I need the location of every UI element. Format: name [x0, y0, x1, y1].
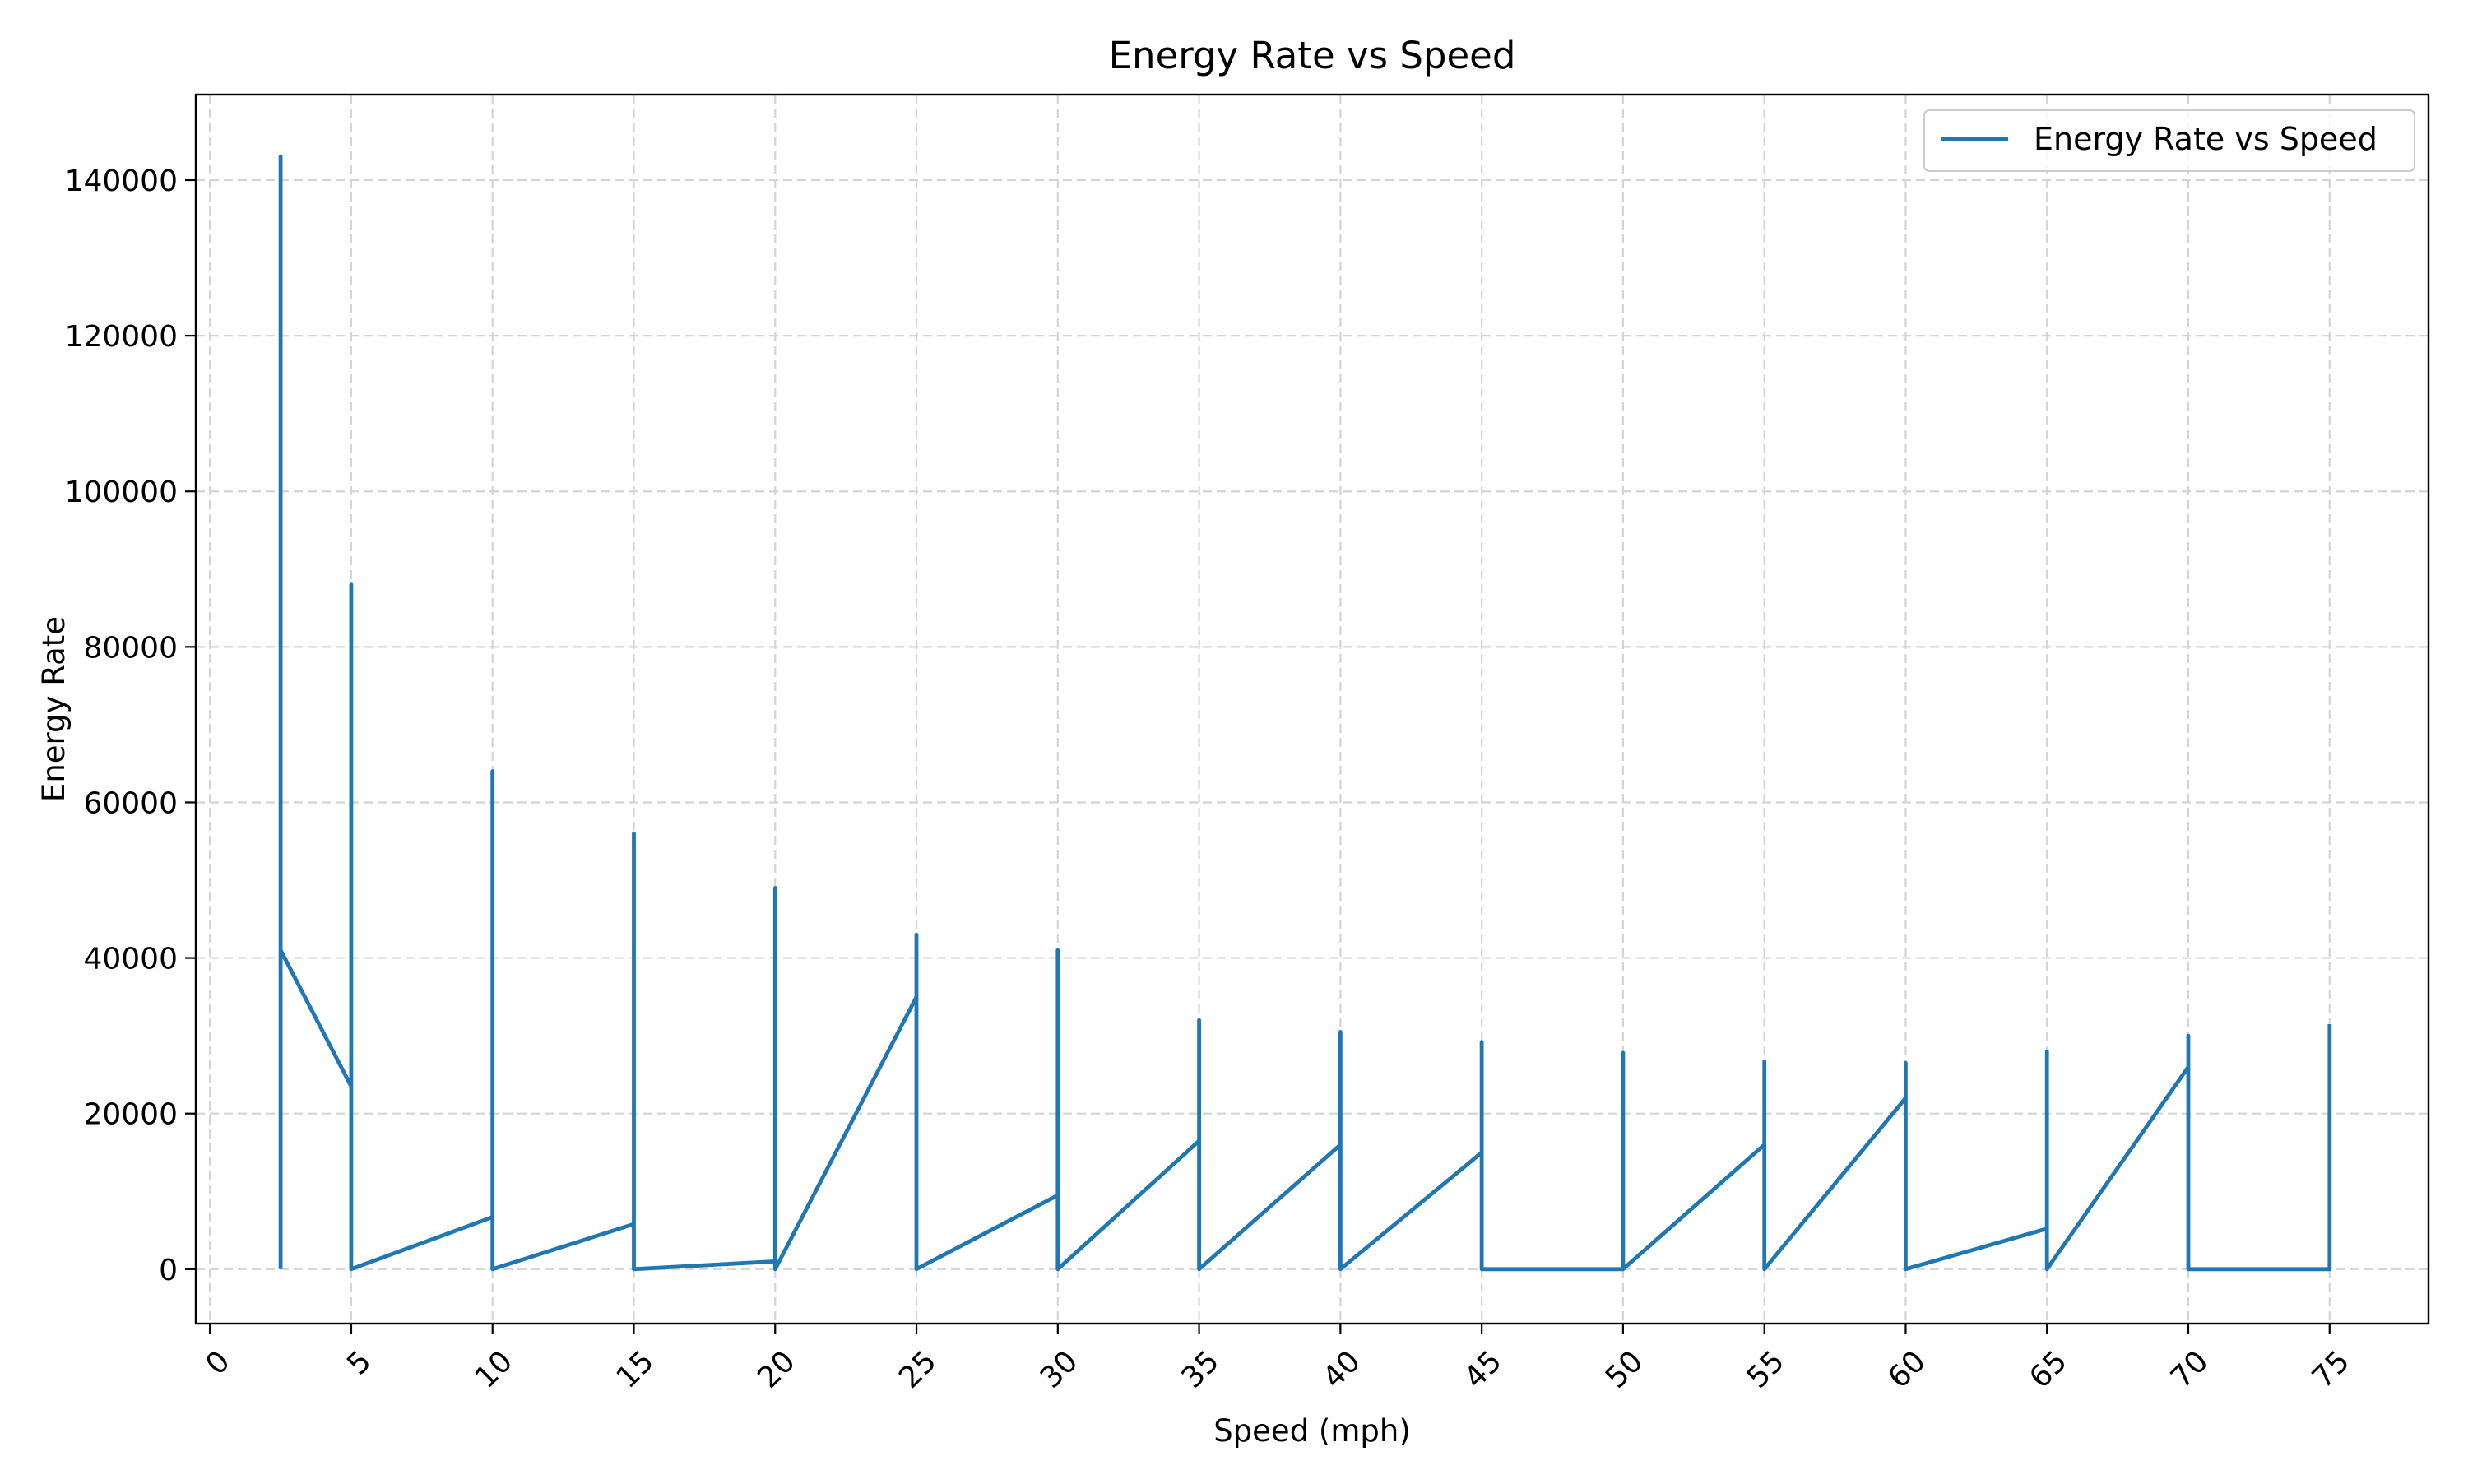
y-tick-label: 0 [159, 1254, 178, 1287]
y-tick-label: 140000 [65, 165, 178, 198]
y-tick-label: 100000 [65, 475, 178, 509]
y-tick-label: 120000 [65, 320, 178, 354]
x-tick-label: 60 [1882, 1344, 1932, 1394]
x-tick-label: 5 [341, 1344, 378, 1381]
legend-box [1923, 109, 2415, 172]
y-tick-label: 20000 [83, 1098, 178, 1132]
x-tick-label: 65 [2023, 1344, 2073, 1394]
x-tick-label: 55 [1741, 1344, 1791, 1394]
x-tick-label: 20 [751, 1344, 801, 1394]
y-tick-label: 80000 [83, 631, 178, 665]
x-tick-label: 40 [1316, 1344, 1366, 1394]
x-tick-label: 50 [1599, 1344, 1649, 1394]
x-tick-label: 0 [199, 1344, 236, 1381]
chart-title: Energy Rate vs Speed [1109, 34, 1516, 77]
x-tick-label: 45 [1458, 1344, 1508, 1394]
tick-layer: 0 5 10 15 20 25 30 35 40 45 50 55 60 65 70 75 0 20000 4000… [65, 165, 2357, 1395]
y-tick-label: 60000 [83, 786, 178, 820]
x-axis-label: Speed (mph) [1213, 1413, 1411, 1449]
y-axis-label: Energy Rate [36, 616, 72, 802]
x-tick-label: 30 [1034, 1344, 1084, 1394]
x-tick-label: 75 [2306, 1344, 2356, 1394]
legend: Energy Rate vs Speed [1923, 109, 2415, 172]
series-layer [278, 155, 2332, 1272]
x-tick-label: 15 [610, 1344, 661, 1394]
x-tick-label: 35 [1176, 1344, 1226, 1394]
series-line [278, 155, 2332, 1272]
x-tick-label: 25 [893, 1344, 943, 1394]
grid-layer [196, 95, 2429, 1324]
x-tick-label: 10 [469, 1344, 519, 1394]
y-tick-label: 40000 [83, 943, 178, 976]
plot-area-frame [194, 93, 2430, 1325]
legend-label: Energy Rate vs Speed [2034, 121, 2378, 157]
x-tick-label: 70 [2164, 1344, 2215, 1394]
